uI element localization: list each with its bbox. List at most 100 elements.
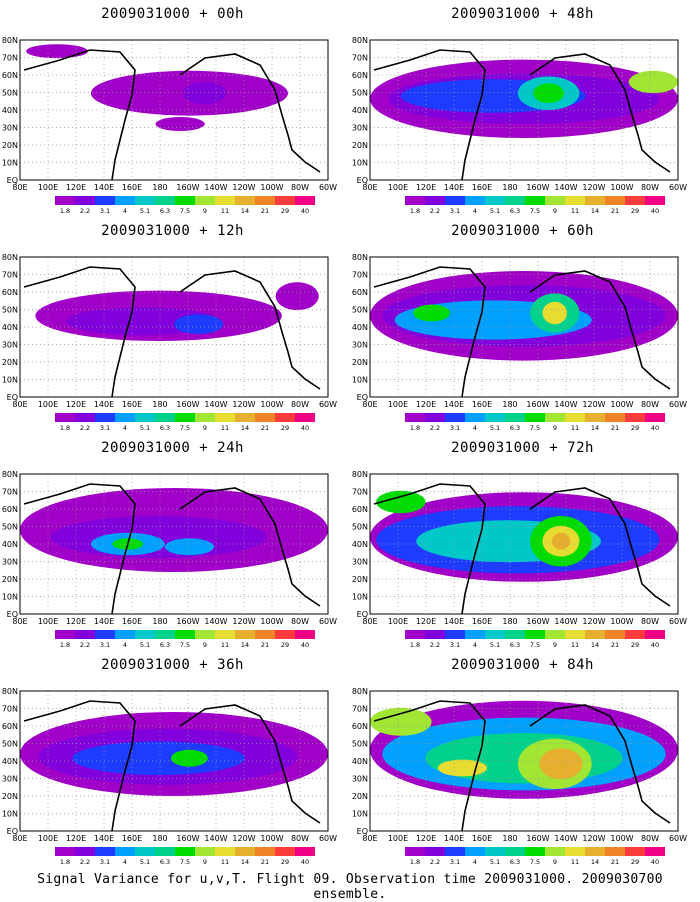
lon-label: 80E <box>362 400 377 409</box>
colorbar-swatch <box>505 630 525 639</box>
lat-label: 50N <box>352 306 368 315</box>
lat-label: EQ <box>357 610 368 619</box>
colorbar-swatch <box>545 196 565 205</box>
colorbar-label: 21 <box>261 641 269 649</box>
map-panel: 2009031000 + 60h 80N 70N 60N 50N 40N 30N 20N 10N… <box>350 217 695 442</box>
lon-label: 160E <box>122 400 142 409</box>
colorbar-swatch <box>135 847 155 856</box>
lon-label: 120W <box>232 834 255 843</box>
colorbar-swatch <box>95 196 115 205</box>
lon-label: 60W <box>669 400 687 409</box>
colorbar-label: 1.8 <box>410 858 420 866</box>
colorbar-label: 21 <box>261 858 269 866</box>
colorbar-label: 21 <box>611 207 619 215</box>
lon-label: 120E <box>416 617 436 626</box>
lat-label: 50N <box>352 523 368 532</box>
lat-label: EQ <box>357 393 368 402</box>
lat-label: 40N <box>2 540 18 549</box>
lon-label: 160E <box>122 183 142 192</box>
lat-label: 80N <box>2 687 18 696</box>
lon-label: 80W <box>291 617 309 626</box>
colorbar-swatch <box>195 847 215 856</box>
colorbar-swatch <box>175 630 195 639</box>
colorbar-swatch <box>95 413 115 422</box>
colorbar-swatch <box>605 847 625 856</box>
lat-label: 50N <box>2 89 18 98</box>
lat-label: 50N <box>352 89 368 98</box>
colorbar-label: 7.5 <box>180 207 190 215</box>
colorbar-swatch <box>235 630 255 639</box>
variance-contour <box>533 83 565 103</box>
lat-label: 20N <box>352 575 368 584</box>
colorbar-label: 5.1 <box>140 424 150 432</box>
colorbar-label: 29 <box>281 641 289 649</box>
lat-label: 80N <box>352 36 368 45</box>
lat-label: 40N <box>352 757 368 766</box>
lat-label: 20N <box>2 575 18 584</box>
colorbar-label: 3.1 <box>100 641 110 649</box>
colorbar-label: 5.1 <box>490 424 500 432</box>
lon-label: 160W <box>526 617 549 626</box>
lat-label: 60N <box>352 71 368 80</box>
colorbar-swatch <box>645 847 665 856</box>
lat-label: 70N <box>2 488 18 497</box>
lon-label: 160W <box>526 183 549 192</box>
colorbar-swatch <box>215 413 235 422</box>
lat-label: 70N <box>2 705 18 714</box>
coastline <box>23 49 321 181</box>
lon-label: 160W <box>176 834 199 843</box>
lon-label: 60W <box>319 400 337 409</box>
colorbar-label: 11 <box>571 858 579 866</box>
colorbar-label: 9 <box>203 858 207 866</box>
colorbar-label: 40 <box>651 424 659 432</box>
colorbar-swatch <box>485 196 505 205</box>
colorbar-label: 40 <box>301 858 309 866</box>
figure-caption: Signal Variance for u,v,T. Flight 09. Ob… <box>37 872 663 902</box>
variance-contour <box>275 282 319 311</box>
lon-label: 120W <box>582 617 605 626</box>
colorbar-label: 40 <box>651 641 659 649</box>
lon-label: 120W <box>582 400 605 409</box>
colorbar-swatch <box>295 413 315 422</box>
variance-contour <box>72 741 245 775</box>
colorbar-swatch <box>545 630 565 639</box>
colorbar-swatch <box>95 630 115 639</box>
lat-label: EQ <box>357 176 368 185</box>
variance-contour <box>183 82 227 105</box>
colorbar-label: 40 <box>651 858 659 866</box>
colorbar-label: 7.5 <box>530 641 540 649</box>
lon-label: 80E <box>362 617 377 626</box>
lon-label: 160E <box>122 834 142 843</box>
lon-label: 100E <box>388 183 408 192</box>
colorbar-label: 5.1 <box>140 641 150 649</box>
lon-label: 140W <box>204 400 227 409</box>
lon-label: 140W <box>554 834 577 843</box>
lon-label: 140W <box>204 617 227 626</box>
panel-title: 2009031000 + 12h <box>101 223 244 239</box>
colorbar-label: 14 <box>241 858 249 866</box>
colorbar-label: 1.8 <box>60 424 70 432</box>
lon-label: 160W <box>526 400 549 409</box>
colorbar-swatch <box>585 630 605 639</box>
colorbar-swatch <box>465 630 485 639</box>
lon-label: 100E <box>388 400 408 409</box>
lon-label: 160W <box>176 400 199 409</box>
lon-label: 80W <box>291 400 309 409</box>
colorbar-swatch <box>625 847 645 856</box>
colorbar-label: 21 <box>261 207 269 215</box>
colorbar-label: 1.8 <box>410 424 420 432</box>
colorbar-swatch <box>485 630 505 639</box>
map-panel: 2009031000 + 36h 80N 70N 60N 50N 40N 30N 20N 10N… <box>0 651 345 876</box>
lat-label: 80N <box>2 470 18 479</box>
lat-label: 10N <box>2 593 18 602</box>
colorbar-swatch <box>565 630 585 639</box>
colorbar-label: 11 <box>571 641 579 649</box>
lon-label: 140E <box>444 183 464 192</box>
lon-label: 140W <box>554 617 577 626</box>
colorbar-label: 29 <box>281 424 289 432</box>
lon-label: 80E <box>362 834 377 843</box>
variance-contour <box>628 70 678 94</box>
variance-contour <box>50 516 267 558</box>
colorbar-label: 3.1 <box>100 207 110 215</box>
